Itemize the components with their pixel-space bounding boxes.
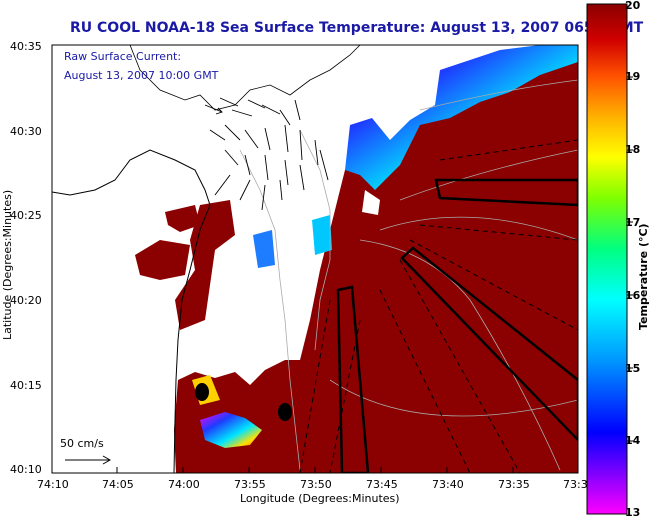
y-tick-label: 40:35	[10, 40, 42, 53]
map-panel: 50 cm/s Raw Surface Current: August 13, …	[52, 45, 578, 473]
x-tick-label: 73:55	[234, 478, 266, 491]
y-tick-label: 40:10	[10, 463, 42, 476]
buoy-marker-west	[195, 383, 209, 401]
sst-warm-bay	[175, 200, 235, 330]
y-tick-label: 40:15	[10, 379, 42, 392]
y-axis-labels: 40:35 40:30 40:25 40:20 40:15 40:10	[10, 40, 42, 476]
colorbar-tick-label: 18	[625, 143, 640, 156]
x-tick-label: 73:50	[300, 478, 332, 491]
y-axis-title: Latitude (Degrees:Minutes)	[1, 190, 14, 340]
buoy-marker-east	[278, 403, 292, 421]
colorbar-tick-label: 14	[625, 434, 641, 447]
colorbar-tick-label: 16	[625, 289, 641, 302]
sst-cold-patch-bay	[253, 230, 275, 268]
colorbar-tick-label: 13	[625, 506, 640, 518]
zone-outlines	[336, 178, 578, 473]
y-tick-label: 40:25	[10, 209, 42, 222]
x-tick-label: 73:3	[563, 478, 588, 491]
colorbar-tick-label: 15	[625, 362, 640, 375]
colorbar-labels: 20 19 18 17 16 15 14 13	[625, 0, 641, 519]
scale-label: 50 cm/s	[60, 437, 104, 450]
sst-cold-patch-mid	[312, 215, 332, 255]
current-label-line2: August 13, 2007 10:00 GMT	[64, 69, 219, 82]
y-tick-label: 40:20	[10, 294, 42, 307]
current-label-line1: Raw Surface Current:	[64, 50, 181, 63]
coastline-north	[129, 45, 361, 111]
colorbar-ticks	[627, 76, 633, 442]
bathymetry-contours	[239, 79, 578, 471]
coastline	[52, 149, 211, 473]
x-tick-label: 74:10	[37, 478, 69, 491]
figure-title: RU COOL NOAA-18 Sea Surface Temperature:…	[70, 20, 644, 36]
x-tick-label: 74:05	[102, 478, 134, 491]
sst-warm-patch-north	[165, 205, 200, 232]
x-tick-label: 74:00	[168, 478, 200, 491]
sst-cold-front	[345, 45, 578, 190]
cloud-mask	[362, 190, 380, 215]
x-tick-label: 73:40	[432, 478, 464, 491]
colorbar-tick-label: 20	[625, 0, 641, 12]
x-tick-label: 73:35	[498, 478, 530, 491]
sst-warm-patch-west	[135, 240, 190, 280]
colorbar	[586, 3, 628, 515]
y-tick-label: 40:30	[10, 125, 42, 138]
scale-arrow	[65, 455, 112, 465]
x-tick-label: 73:45	[366, 478, 398, 491]
current-vectors	[204, 97, 329, 211]
sst-cold-patch-south	[200, 412, 262, 448]
x-axis-title: Longitude (Degrees:Minutes)	[240, 492, 400, 505]
x-axis-labels: 74:10 74:05 74:00 73:55 73:50 73:45 73:4…	[37, 478, 588, 491]
colorbar-tick-label: 19	[625, 70, 640, 83]
colorbar-title: Temperature (°C)	[637, 223, 650, 330]
shipping-lanes	[299, 139, 578, 473]
x-axis-ticks	[51, 467, 514, 473]
colorbar-tick-label: 17	[625, 216, 640, 229]
